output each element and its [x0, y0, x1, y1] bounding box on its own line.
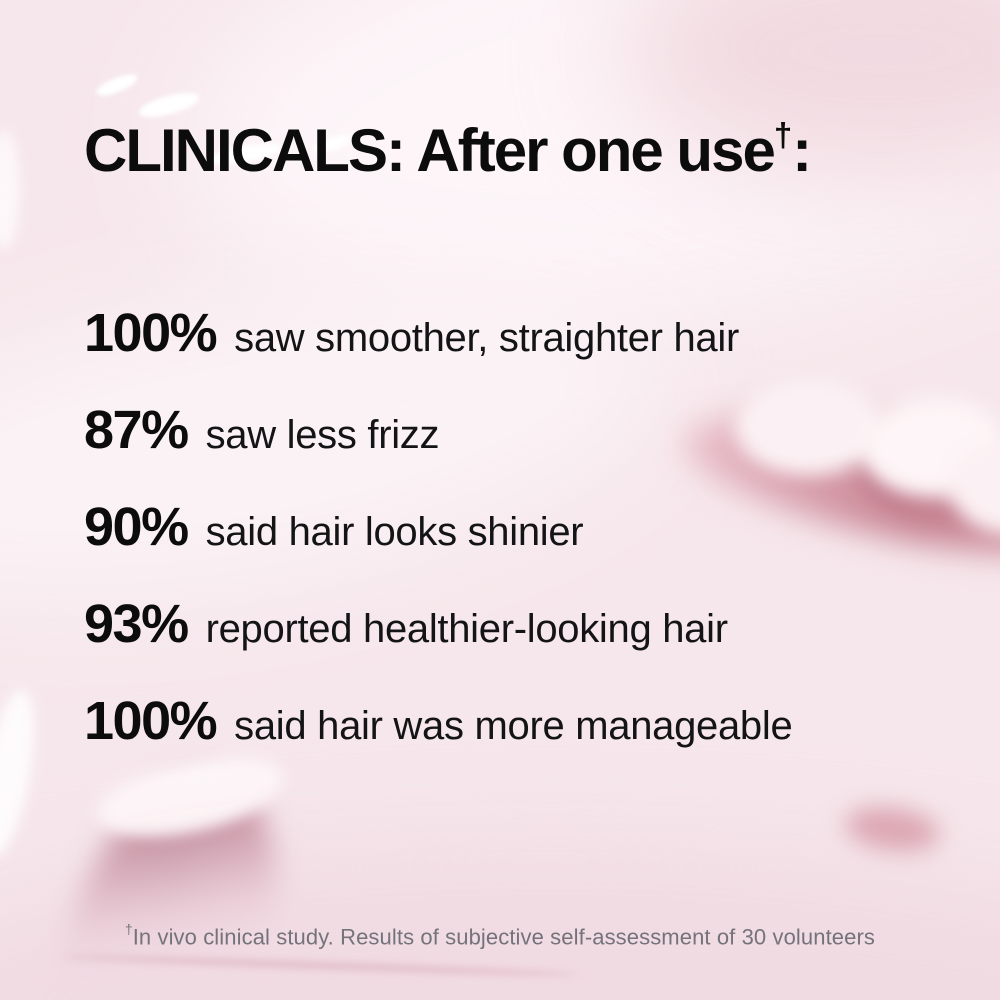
dagger-symbol: † [773, 116, 793, 154]
page-title-colon: : [792, 117, 812, 184]
stat-row-healthier: 93% reported healthier-looking hair [84, 594, 792, 654]
cream-swirl-knot-right [856, 442, 948, 514]
dagger-symbol: † [125, 921, 133, 937]
stat-label: reported healthier-looking hair [205, 607, 728, 651]
cream-scallop-highlight [860, 398, 1000, 498]
stat-row-shinier: 90% said hair looks shinier [84, 497, 792, 557]
clinical-stats-list: 100% saw smoother, straighter hair 87% s… [84, 303, 793, 788]
footnote: †In vivo clinical study. Results of subj… [0, 921, 1000, 950]
footnote-text: In vivo clinical study. Results of subje… [132, 924, 875, 950]
stat-value: 90% [84, 497, 189, 557]
cream-crease-bottom [60, 952, 580, 979]
stat-value: 93% [84, 594, 189, 654]
stat-value: 87% [84, 400, 189, 460]
page-title: CLINICALS: After one use†: [84, 116, 812, 185]
cream-edge-gloss [0, 130, 20, 250]
cream-speck-highlight [93, 70, 141, 100]
stat-value: 100% [84, 691, 218, 751]
stat-label: saw less frizz [205, 413, 440, 457]
cream-smudge-bottom-right [842, 801, 943, 857]
stat-label: saw smoother, straighter hair [234, 316, 739, 360]
cream-soft-bottom [0, 840, 1000, 1000]
cream-edge-gloss [0, 685, 45, 861]
stat-row-manageable: 100% said hair was more manageable [84, 691, 793, 751]
stat-value: 100% [84, 303, 218, 363]
page-title-text: CLINICALS: After one use [84, 117, 776, 184]
stat-label: said hair looks shinier [205, 510, 584, 554]
cream-scallop-highlight [950, 440, 1000, 535]
stat-row-frizz: 87% saw less frizz [84, 400, 792, 460]
stat-label: said hair was more manageable [234, 704, 793, 748]
stat-row-smoother: 100% saw smoother, straighter hair [84, 303, 792, 363]
